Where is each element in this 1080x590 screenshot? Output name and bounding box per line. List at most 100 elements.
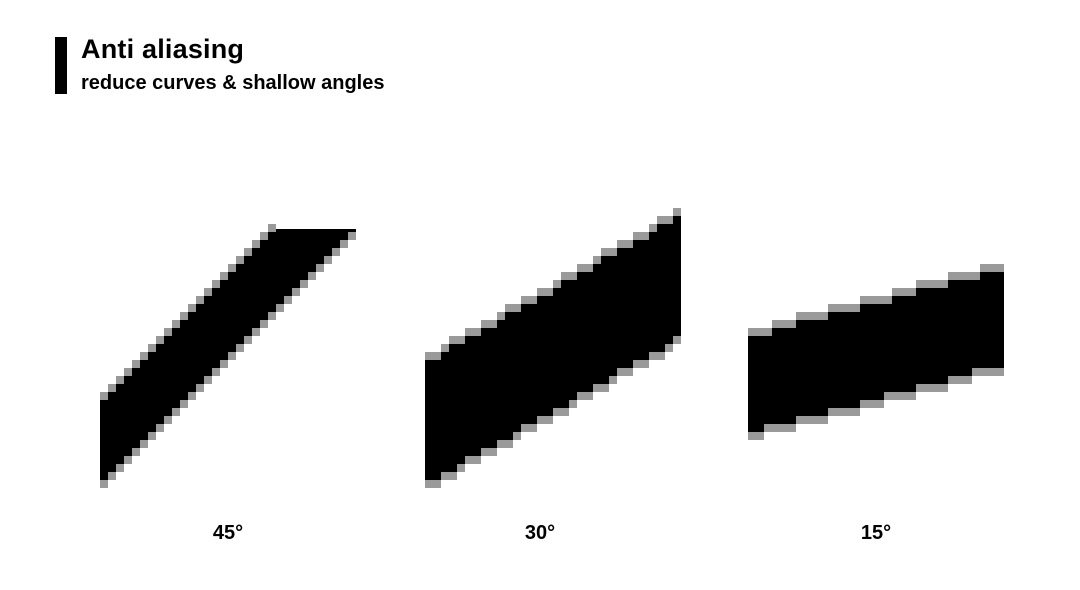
pixel-column [585,272,593,392]
edge-pixel [796,312,804,320]
edge-pixel [988,368,996,376]
edge-pixel [820,416,828,424]
pixel-column [545,296,553,416]
edge-pixel [609,248,617,256]
edge-pixel [252,328,260,336]
edge-pixel [625,240,633,248]
edge-pixel [948,376,956,384]
edge-pixel [260,232,268,240]
edge-pixel [497,440,505,448]
edge-pixel [569,272,577,280]
edge-pixel [916,384,924,392]
pixel-column [220,280,228,360]
edge-pixel [188,304,196,312]
pixel-column [481,328,489,448]
edge-pixel [124,368,132,376]
pixel-column [276,229,284,304]
edge-pixel [481,448,489,456]
edge-pixel [308,272,316,280]
edge-pixel [316,264,324,272]
edge-pixel [521,296,529,304]
edge-pixel [756,328,764,336]
pixel-column [796,320,804,416]
pixel-column [316,229,324,264]
pixel-column [537,296,545,416]
edge-pixel [172,408,180,416]
edge-pixel [900,392,908,400]
edge-pixel [916,280,924,288]
pixel-column [196,304,204,384]
edge-pixel [521,424,529,432]
pixel-column [513,312,521,432]
pixel-column [340,229,348,240]
pixel-column [204,296,212,376]
edge-pixel [876,296,884,304]
pixel-column [236,264,244,344]
edge-pixel [433,352,441,360]
edge-pixel [425,352,433,360]
pixel-column [212,288,220,368]
edge-pixel [617,368,625,376]
edge-pixel [116,464,124,472]
edge-pixel [481,320,489,328]
edge-pixel [641,360,649,368]
pixel-column [172,328,180,408]
pixel-column [108,392,116,472]
edge-pixel [505,304,513,312]
edge-pixel [748,328,756,336]
edge-pixel [124,456,132,464]
edge-pixel [276,304,284,312]
pixel-column [268,232,276,312]
edge-pixel [812,312,820,320]
edge-pixel [132,448,140,456]
shape-45-degrees [100,224,356,488]
edge-pixel [537,416,545,424]
edge-pixel [884,296,892,304]
edge-pixel [609,376,617,384]
edge-pixel [820,312,828,320]
edge-pixel [561,272,569,280]
edge-pixel [940,280,948,288]
edge-pixel [220,360,228,368]
edge-pixel [284,296,292,304]
edge-pixel [196,384,204,392]
pixel-column [633,240,641,360]
pixel-column [124,376,132,456]
pixel-column [497,320,505,440]
edge-pixel [449,336,457,344]
pixel-column [820,320,828,416]
pixel-column [449,344,457,472]
edge-pixel [577,392,585,400]
edge-pixel [756,432,764,440]
edge-pixel [577,264,585,272]
edge-pixel [449,472,457,480]
edge-pixel [988,264,996,272]
pixel-column [948,280,956,376]
edge-pixel [764,328,772,336]
edge-pixel [441,344,449,352]
edge-pixel [236,344,244,352]
edge-pixel [980,264,988,272]
edge-pixel [996,368,1004,376]
edge-pixel [665,216,673,224]
edge-pixel [633,360,641,368]
edge-pixel [268,224,276,232]
pixel-column [852,312,860,408]
pixel-column [764,336,772,424]
pixel-column [756,336,764,432]
edge-pixel [649,224,657,232]
pixel-column [164,336,172,416]
edge-pixel [657,352,665,360]
pixel-column [457,344,465,464]
edge-pixel [433,480,441,488]
angle-label-15: 15° [860,522,892,544]
edge-pixel [156,424,164,432]
edge-pixel [972,368,980,376]
edge-pixel [204,376,212,384]
edge-pixel [617,240,625,248]
pixel-column [465,336,473,456]
edge-pixel [812,416,820,424]
edge-pixel [868,296,876,304]
edge-pixel [956,272,964,280]
